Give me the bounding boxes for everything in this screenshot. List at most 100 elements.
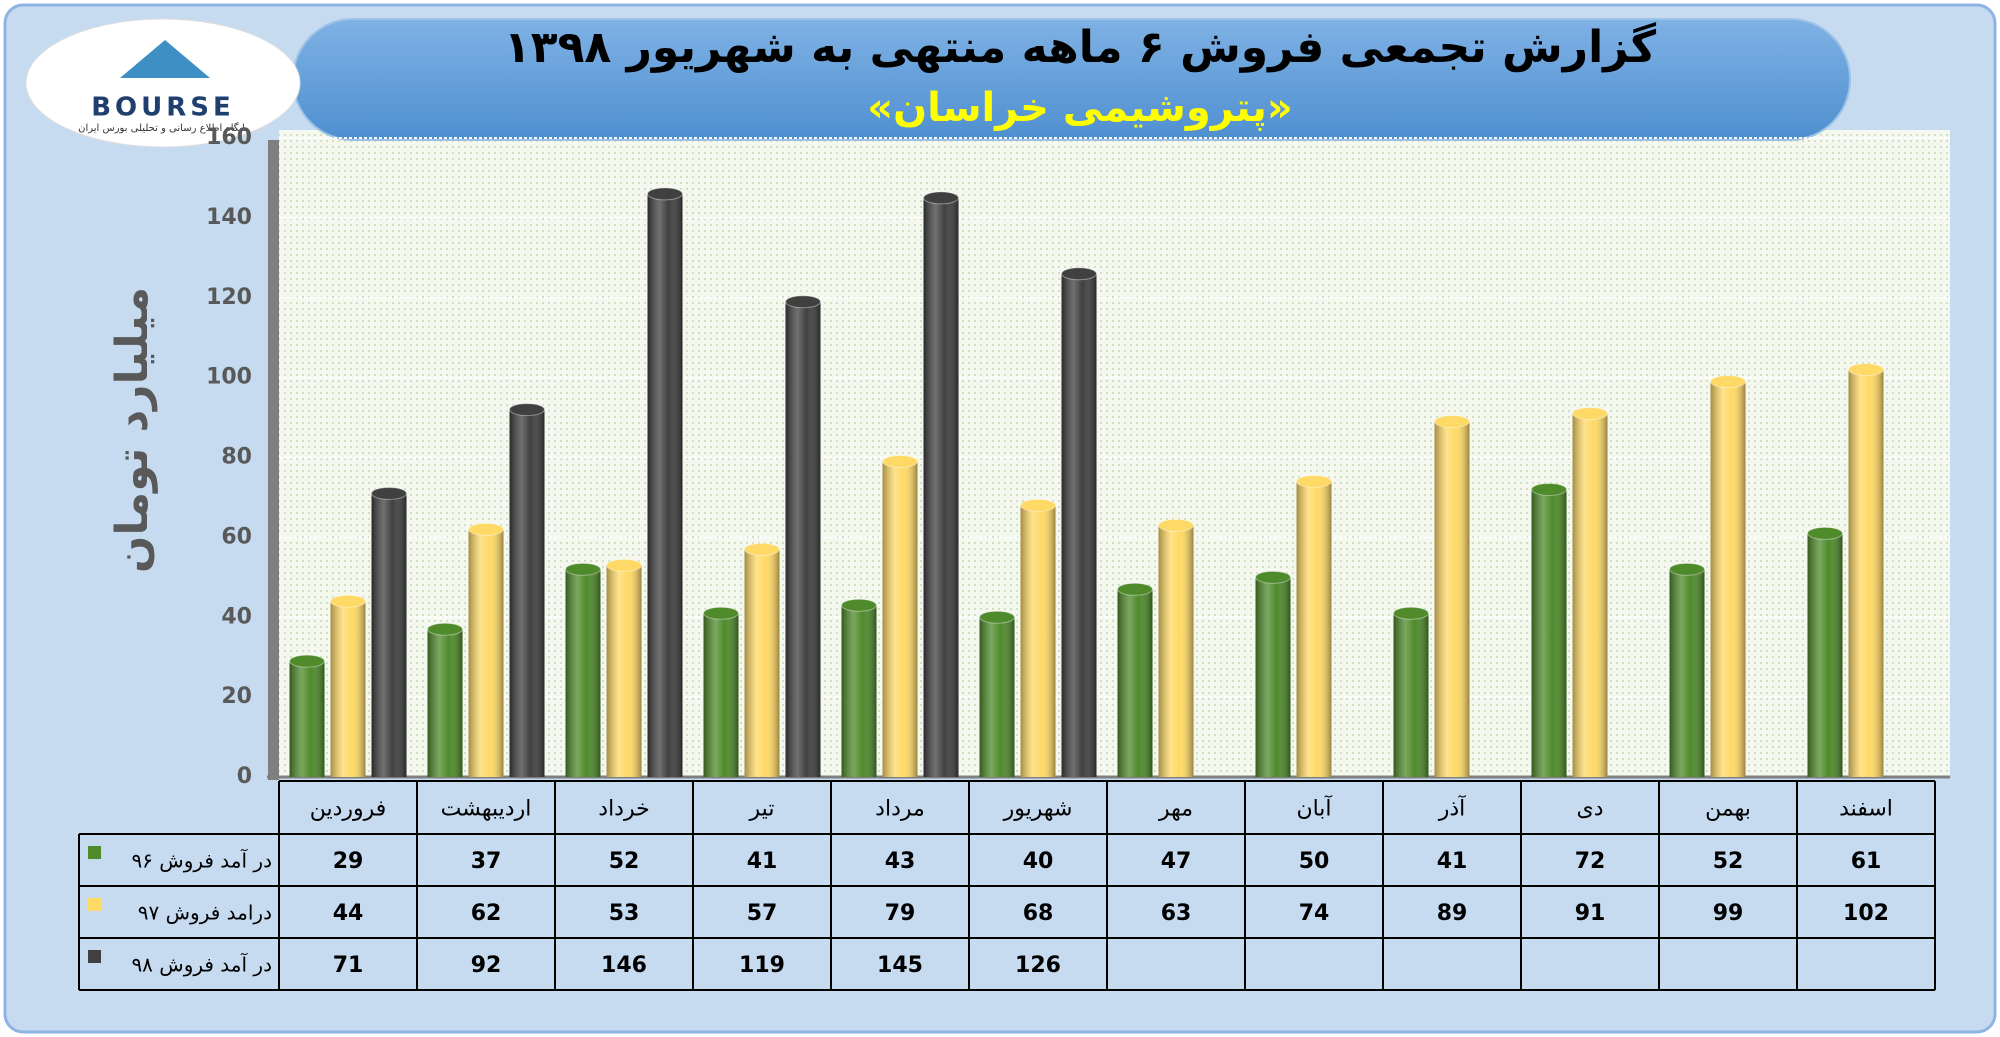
x-tick-label: شهریور <box>1003 797 1073 822</box>
bar-cap <box>703 606 739 620</box>
table-cell: 74 <box>1299 901 1330 926</box>
table-cell: 119 <box>739 953 785 978</box>
bar-shade <box>1531 489 1567 777</box>
y-tick-label: 100 <box>206 365 252 390</box>
bar-shade <box>1710 381 1746 777</box>
table-cell: 68 <box>1023 901 1054 926</box>
y-tick-label: 0 <box>237 764 252 789</box>
table-cell: 71 <box>333 953 364 978</box>
bar-cap <box>1255 570 1291 584</box>
bar-cap <box>923 191 959 205</box>
x-tick-label: مرداد <box>875 797 925 822</box>
table-cell: 79 <box>885 901 916 926</box>
x-tick-label: اردیبهشت <box>441 797 532 822</box>
x-tick-label: خرداد <box>598 797 649 822</box>
bar-shade <box>289 661 325 777</box>
bar-shade <box>923 197 959 777</box>
table-cell: 47 <box>1161 849 1192 874</box>
bar-cap <box>1020 498 1056 512</box>
logo-tagline: پایگاه اطلاع رسانی و تحلیلی بورس ایران <box>78 122 248 134</box>
logo-mark <box>120 40 210 78</box>
bar-shade <box>744 549 780 777</box>
legend-label: در آمد فروش ۹۸ <box>131 952 272 977</box>
bar-shade <box>1669 569 1705 777</box>
bar-cap <box>565 562 601 576</box>
table-cell: 92 <box>471 953 502 978</box>
table-cell: 41 <box>747 849 778 874</box>
y-tick-label: 140 <box>206 205 252 230</box>
bar-shade <box>1296 481 1332 777</box>
bar-shade <box>1158 525 1194 777</box>
bar-cap <box>606 558 642 572</box>
logo-badge <box>25 18 301 148</box>
bar-shade <box>509 409 545 777</box>
y-tick-label: 20 <box>221 684 252 709</box>
bar-cap <box>289 654 325 668</box>
bar-cap <box>744 542 780 556</box>
x-tick-label: بهمن <box>1705 797 1751 822</box>
bar-cap <box>1158 518 1194 532</box>
bar-cap <box>1848 363 1884 377</box>
bar-cap <box>647 187 683 201</box>
axis-wall <box>268 140 279 780</box>
y-tick-label: 80 <box>221 445 252 470</box>
bar-cap <box>427 622 463 636</box>
x-tick-label: فروردین <box>310 797 387 822</box>
legend-label: در آمد فروش ۹۶ <box>131 848 272 873</box>
bar-shade <box>1255 577 1291 777</box>
table-cell: 146 <box>601 953 647 978</box>
bar-shade <box>703 613 739 777</box>
y-tick-label: 160 <box>206 125 252 150</box>
table-cell: 63 <box>1161 901 1192 926</box>
table-cell: 40 <box>1023 849 1054 874</box>
bar-cap <box>1061 267 1097 281</box>
x-tick-label: آذر <box>1438 795 1466 822</box>
table-cell: 53 <box>609 901 640 926</box>
bar-shade <box>1117 589 1153 777</box>
bar-cap <box>1669 562 1705 576</box>
bar-cap <box>1807 526 1843 540</box>
table-cell: 61 <box>1851 849 1882 874</box>
bar-shade <box>1848 369 1884 777</box>
x-tick-label: مهر <box>1158 797 1193 822</box>
legend-label: درامد فروش ۹۷ <box>138 901 272 925</box>
bar-cap <box>509 403 545 417</box>
bar-shade <box>1807 533 1843 777</box>
table-cell: 99 <box>1713 901 1744 926</box>
table-cell: 126 <box>1015 953 1061 978</box>
bar-shade <box>371 493 407 777</box>
bar-cap <box>330 594 366 608</box>
table-cell: 91 <box>1575 901 1606 926</box>
table-cell: 44 <box>333 901 364 926</box>
table-cell: 41 <box>1437 849 1468 874</box>
bar-shade <box>1572 413 1608 777</box>
bar-cap <box>1296 474 1332 488</box>
bar-cap <box>785 295 821 309</box>
logo-text: BOURSE <box>91 93 235 123</box>
bar-cap <box>1117 582 1153 596</box>
bar-shade <box>882 461 918 777</box>
table-cell: 50 <box>1299 849 1330 874</box>
bar-shade <box>1020 505 1056 777</box>
table-cell: 145 <box>877 953 923 978</box>
legend-swatch <box>88 950 101 963</box>
x-tick-label: تیر <box>749 797 775 822</box>
table-cell: 89 <box>1437 901 1468 926</box>
table-cell: 43 <box>885 849 916 874</box>
bar-cap <box>841 598 877 612</box>
bar-cap <box>1531 482 1567 496</box>
table-cell: 37 <box>471 849 502 874</box>
x-tick-label: اسفند <box>1839 797 1893 822</box>
chart-title: گزارش تجمعی فروش ۶ ماهه منتهی به شهریور … <box>504 21 1657 73</box>
table-cell: 57 <box>747 901 778 926</box>
y-tick-label: 40 <box>221 604 252 629</box>
legend-swatch <box>88 846 101 859</box>
bar-shade <box>427 629 463 777</box>
bar-cap <box>1572 407 1608 421</box>
bar-cap <box>371 486 407 500</box>
bar-shade <box>565 569 601 777</box>
bar-cap <box>1710 375 1746 389</box>
bar-cap <box>1393 606 1429 620</box>
table-cell: 52 <box>1713 849 1744 874</box>
